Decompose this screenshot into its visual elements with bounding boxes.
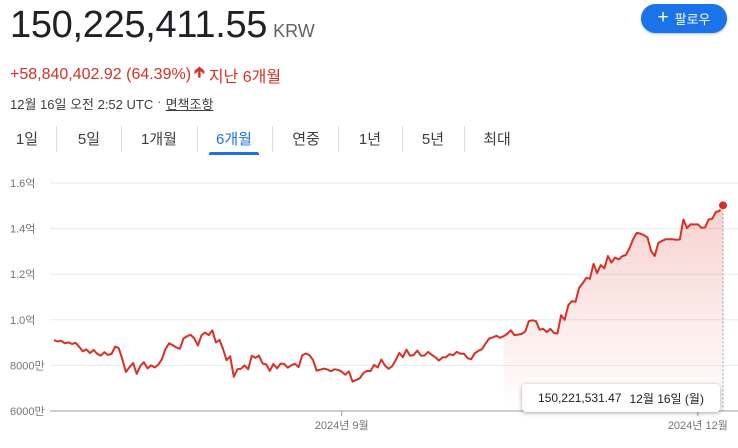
disclaimer-link[interactable]: 면책조항 <box>165 97 214 112</box>
change-period: 지난 6개월 <box>208 68 282 86</box>
y-tick-label: 1.4억 <box>10 223 35 236</box>
tab-1y[interactable]: 1년 <box>358 131 382 148</box>
follow-button[interactable]: + 팔로우 <box>641 4 727 33</box>
tab-ytd[interactable]: 연중 <box>292 131 320 148</box>
range-tabs: 1일 5일 1개월 6개월 연중 1년 5년 최대 <box>0 122 738 158</box>
currency-code: KRW <box>273 21 315 41</box>
tab-5d[interactable]: 5일 <box>77 131 101 148</box>
tab-6m[interactable]: 6개월 <box>216 131 252 148</box>
tab-divider <box>56 126 57 152</box>
y-tick-label: 8000만 <box>10 359 45 372</box>
price-header: 150,225,411.55 KRW <box>10 4 315 47</box>
price-line <box>53 204 724 383</box>
tab-divider <box>197 126 198 152</box>
tab-divider <box>402 126 403 152</box>
tooltip-date: 12월 16일 (월) <box>629 391 704 406</box>
tooltip-value: 150,221,531.47 <box>538 391 622 405</box>
y-tick-label: 1.6억 <box>10 177 35 190</box>
active-tab-indicator <box>209 152 259 155</box>
price-change: +58,840,402.92 (64.39%) 🡱 지난 6개월 <box>10 62 281 87</box>
last-point-marker <box>718 200 728 211</box>
price-chart[interactable]: 6000만 8000만 1.0억 1.2억 1.4억 1.6억 2024년 9월 2024년 … <box>0 168 738 448</box>
meta-info: 12월 16일 오전 2:52 UTC · 면책조항 <box>10 94 213 113</box>
current-price: 150,225,411.55 <box>10 4 268 46</box>
y-tick-label: 6000만 <box>10 405 45 418</box>
tab-1m[interactable]: 1개월 <box>141 131 177 148</box>
timestamp: 12월 16일 오전 2:52 UTC <box>10 97 154 112</box>
separator: · <box>157 94 162 109</box>
area-fill <box>503 205 723 411</box>
tab-divider <box>338 126 339 152</box>
x-tick-label: 2024년 12월 <box>668 419 728 432</box>
change-value: +58,840,402.92 (64.39%) <box>10 65 192 83</box>
tab-5y[interactable]: 5년 <box>421 131 445 148</box>
plus-icon: + <box>657 7 669 28</box>
tab-divider <box>464 126 465 152</box>
chart-tooltip: 150,221,531.47 12월 16일 (월) <box>522 384 720 412</box>
arrow-up-icon: 🡱 <box>194 64 205 81</box>
follow-button-label: 팔로우 <box>674 12 711 27</box>
y-tick-label: 1.0억 <box>10 314 35 327</box>
tab-divider <box>121 126 122 152</box>
x-tick-label: 2024년 9월 <box>315 419 369 432</box>
tab-max[interactable]: 최대 <box>483 131 511 148</box>
y-tick-label: 1.2억 <box>10 268 35 281</box>
tab-divider <box>272 126 273 152</box>
tab-1d[interactable]: 1일 <box>15 131 39 148</box>
